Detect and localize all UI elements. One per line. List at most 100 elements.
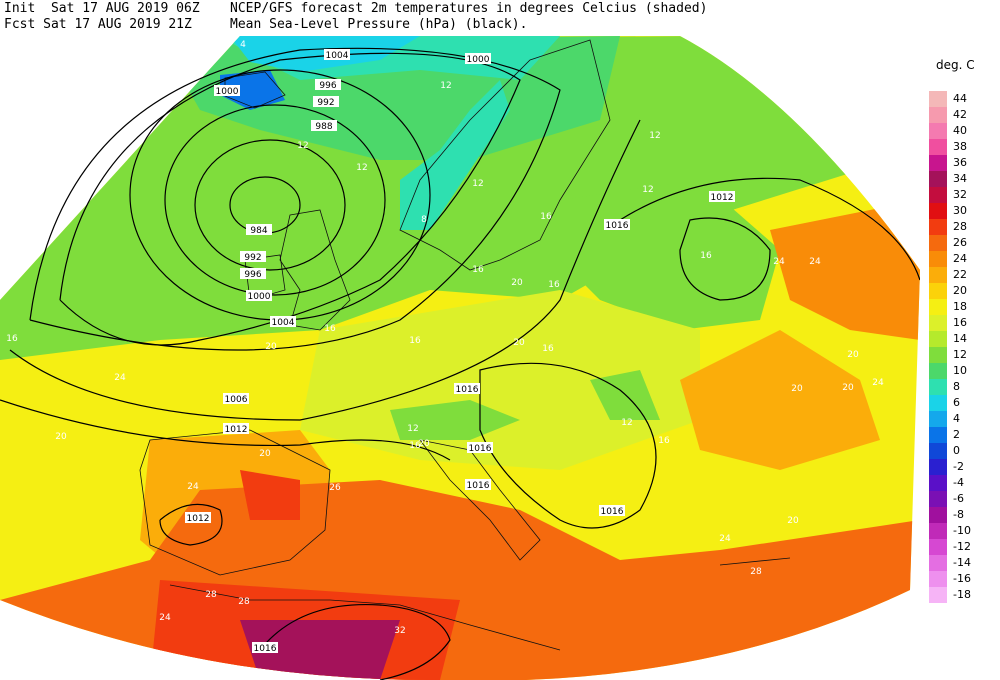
temperature-label: 16 (409, 441, 421, 451)
temperature-label: 16 (472, 265, 484, 275)
isobar-1008 (9, 119, 641, 421)
legend-level-label: 26 (953, 236, 967, 249)
temperature-label: 24 (809, 257, 821, 267)
legend-swatch (929, 187, 947, 203)
temperature-label: 12 (356, 163, 367, 173)
legend-level-label: 14 (953, 332, 967, 345)
temperature-label: 8 (421, 215, 427, 225)
coastline-iberia (139, 429, 331, 576)
legend-swatch (929, 155, 947, 171)
isobar-label: 1000 (467, 55, 490, 65)
legend-level-label: 8 (953, 380, 960, 393)
temperature-label: 16 (324, 324, 336, 334)
temperature-label: 16 (658, 436, 670, 446)
legend-swatch (929, 507, 947, 523)
temperature-label: 20 (511, 278, 523, 288)
isobar-label-bg (185, 512, 211, 523)
legend-level-label: -8 (953, 508, 964, 521)
isobar-label: 1000 (216, 87, 239, 97)
legend-swatch (929, 475, 947, 491)
temperature-label: 12 (649, 131, 660, 141)
legend-swatch (929, 91, 947, 107)
scandinavia-mountains (400, 80, 510, 230)
legend-swatch (929, 523, 947, 539)
legend-level-label: 12 (953, 348, 967, 361)
coastline-ireland (244, 254, 286, 301)
weather-map[interactable]: 1004 1000 996 992 988 984 1000 992 996 1000 1004 10… (0, 0, 920, 680)
legend-level-label: 10 (953, 364, 967, 377)
legend-level-label: 32 (953, 188, 967, 201)
isobar-label: 1016 (606, 221, 629, 231)
temperature-label: 16 (700, 251, 712, 261)
legend-level-label: 0 (953, 444, 960, 457)
isobar-label: 1006 (225, 395, 248, 405)
legend-swatch (929, 379, 947, 395)
temperature-label: 20 (513, 338, 525, 348)
isobar-label: 1016 (467, 481, 490, 491)
legend-swatch (929, 299, 947, 315)
isobar-label-bg (604, 219, 630, 230)
legend-level-label: -12 (953, 540, 971, 553)
coastline-britain (279, 209, 351, 331)
legend-level-label: 30 (953, 204, 967, 217)
coastline-scandinavia (399, 39, 611, 271)
alps-cool (390, 400, 520, 440)
legend-swatch (929, 107, 947, 123)
legend-swatch (929, 283, 947, 299)
temperature-label: 24 (187, 482, 199, 492)
isobar-label-bg (465, 479, 491, 490)
legend-level-label: -18 (953, 588, 971, 601)
legend-level-label: 40 (953, 124, 967, 137)
isobar-label: 1000 (248, 292, 271, 302)
legend-level-label: 42 (953, 108, 967, 121)
legend-swatch (929, 171, 947, 187)
legend-swatch (929, 235, 947, 251)
temperature-label: 20 (787, 516, 799, 526)
temperature-label: 24 (159, 613, 171, 623)
isobar-label-bg (246, 290, 272, 301)
isobar-label-bg (214, 85, 240, 96)
legend-swatch (929, 203, 947, 219)
isobar-label-bg (240, 251, 266, 262)
legend-level-label: 28 (953, 220, 967, 233)
legend-swatch (929, 459, 947, 475)
legend-level-label: 16 (953, 316, 967, 329)
isobar-1016-east (679, 217, 771, 301)
isobar-1012-east (619, 177, 920, 281)
legend-level-label: 24 (953, 252, 967, 265)
temperature-label: 12 (472, 179, 483, 189)
isobar-label: 1004 (272, 318, 295, 328)
isobar-1016-africa (259, 603, 451, 680)
isobar-label-bg (467, 442, 493, 453)
temperature-label: 16 (542, 344, 554, 354)
isobar-label-bg (465, 53, 491, 64)
isobar-label-bg (313, 96, 339, 107)
isobar-label-bg (240, 268, 266, 279)
legend-swatch (929, 411, 947, 427)
isobar-label: 1004 (326, 51, 349, 61)
temperature-label: 24 (114, 373, 126, 383)
east-russia-orange (770, 200, 920, 340)
legend-level-label: 34 (953, 172, 967, 185)
legend-level-label: 38 (953, 140, 967, 153)
isobar-label: 988 (315, 122, 332, 132)
legend-swatch (929, 427, 947, 443)
legend-level-label: 18 (953, 300, 967, 313)
legend-swatch (929, 267, 947, 283)
temperature-label: 24 (872, 378, 884, 388)
legend-swatch (929, 363, 947, 379)
isobar-label: 1012 (187, 514, 210, 524)
legend-level-label: 4 (953, 412, 960, 425)
legend-swatch (929, 587, 947, 603)
sahara-very-hot (240, 620, 400, 680)
legend-level-label: 6 (953, 396, 960, 409)
isobar-label-bg (246, 224, 272, 235)
temperature-label: 20 (265, 342, 277, 352)
description-line-1: NCEP/GFS forecast 2m temperatures in deg… (230, 1, 708, 16)
isobar-992 (164, 104, 386, 296)
temperature-label: 16 (409, 336, 421, 346)
temperature-label: 28 (205, 590, 217, 600)
temperature-label: 26 (329, 483, 341, 493)
legend-swatch (929, 139, 947, 155)
temperature-label: 28 (750, 567, 762, 577)
